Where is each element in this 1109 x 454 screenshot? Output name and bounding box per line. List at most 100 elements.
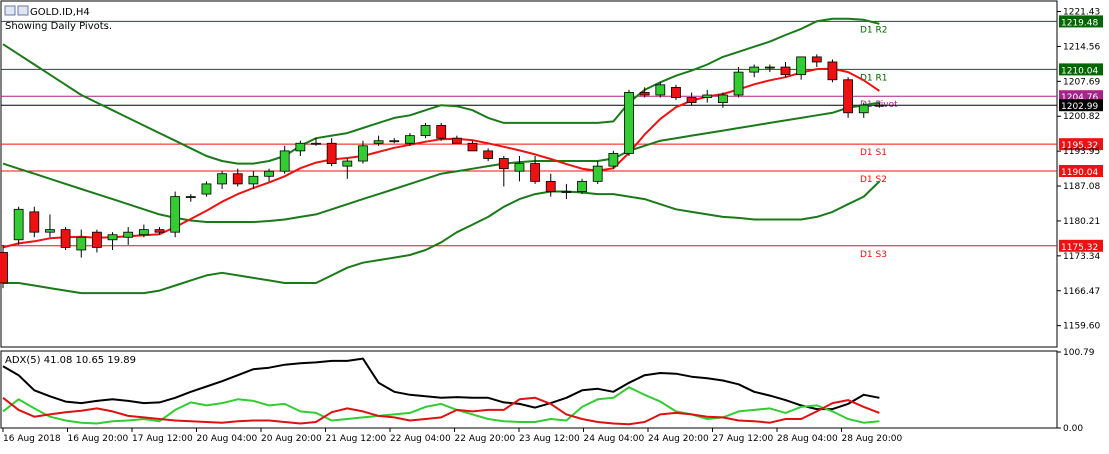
- candle: [358, 140, 368, 164]
- candle-body: [295, 142, 306, 152]
- candle-body: [107, 234, 118, 241]
- candle: [796, 56, 807, 80]
- candle: [655, 82, 666, 98]
- candle-body: [545, 180, 556, 192]
- candle-body: [0, 252, 8, 284]
- pivot-line-label: D1 R2: [860, 25, 888, 35]
- candle: [123, 227, 134, 245]
- candle: [326, 138, 337, 167]
- pivot-price-tag-text: 1210.04: [1061, 66, 1098, 76]
- candle: [827, 59, 838, 83]
- candle: [718, 92, 728, 108]
- candle-body: [498, 158, 509, 170]
- candle-body: [123, 231, 134, 238]
- price-panel-frame: [0, 0, 1058, 348]
- candle-body: [858, 104, 869, 114]
- time-tick-label: 28 Aug 20:00: [842, 434, 903, 444]
- current-price-tag-text: 1202.99: [1061, 102, 1098, 112]
- candle-body: [608, 153, 619, 167]
- candle: [624, 89, 634, 156]
- adx-panel-frame: [0, 350, 1058, 429]
- time-tick-label: 20 Aug 04:00: [197, 434, 258, 444]
- candle-body: [702, 94, 713, 98]
- moving-average: [2, 67, 880, 249]
- pivot-price-tag: [1059, 165, 1103, 178]
- bollinger-bands: [2, 17, 881, 295]
- pivot-price-tag-text: 1219.48: [1061, 18, 1098, 28]
- candle-body: [780, 66, 791, 76]
- symbol-label: GOLD.ID,H4: [30, 7, 90, 18]
- candle: [843, 77, 853, 118]
- moving-average-line: [2, 67, 880, 249]
- candle: [342, 158, 353, 179]
- candle: [279, 145, 290, 174]
- current-price-tag: [1059, 99, 1103, 112]
- time-tick-label: 28 Aug 04:00: [777, 434, 838, 444]
- candle: [404, 133, 415, 146]
- pivot-price-tag: [1059, 138, 1103, 151]
- candle: [295, 140, 306, 156]
- candle: [373, 135, 384, 146]
- pivot-line-label: D1 R1: [860, 73, 888, 83]
- candle: [702, 89, 713, 103]
- candle-body: [232, 173, 243, 185]
- price-tick-label: 1187.08: [1063, 182, 1100, 192]
- candle: [514, 155, 525, 182]
- price-tick-label: 1159.60: [1063, 322, 1100, 332]
- candle-body: [811, 56, 822, 63]
- candle-body: [592, 165, 603, 182]
- candle: [107, 232, 118, 250]
- candle-body: [76, 236, 87, 251]
- candle: [264, 168, 274, 182]
- candle: [467, 140, 478, 152]
- candle-body: [451, 137, 462, 144]
- candle-body: [436, 125, 447, 139]
- candle: [170, 191, 181, 238]
- candle-body: [624, 92, 634, 154]
- pivot-price-tag-text: 1204.76: [1061, 93, 1098, 103]
- candle-body: [577, 180, 587, 192]
- candle: [92, 229, 102, 253]
- candle-body: [796, 56, 807, 76]
- price-tick-label: 1221.43: [1063, 8, 1100, 18]
- candle-body: [45, 229, 55, 233]
- candle-body: [467, 142, 478, 152]
- candle-body: [29, 211, 40, 233]
- pivot-price-tag: [1059, 239, 1103, 252]
- candle: [185, 194, 196, 202]
- candle-body: [764, 66, 775, 69]
- candle-body: [733, 71, 744, 96]
- candle: [545, 173, 556, 197]
- pivot-line-label: D1 S1: [860, 148, 887, 158]
- candle: [0, 244, 8, 289]
- pivot-price-tag-text: 1190.04: [1061, 168, 1098, 178]
- pivot-price-tag: [1059, 15, 1103, 28]
- candle: [311, 138, 321, 146]
- candle: [483, 148, 494, 162]
- candlesticks: [0, 54, 885, 289]
- candle: [858, 102, 869, 118]
- candle: [45, 214, 55, 238]
- window-icons[interactable]: [4, 5, 29, 16]
- pivot-line-label: D1 S2: [860, 175, 887, 185]
- candle: [686, 92, 697, 106]
- bollinger-lower-line: [3, 180, 881, 295]
- adx-plus-di-line: [2, 386, 880, 425]
- time-axis: 16 Aug 2018 16 Aug 20:00 17 Aug 12:00 20 Au…: [2, 428, 903, 444]
- time-tick-label: 16 Aug 2018: [3, 434, 61, 444]
- candle-body: [248, 175, 259, 185]
- candle-body: [404, 135, 415, 144]
- candle-body: [686, 97, 697, 104]
- chart-window-icon[interactable]: [4, 5, 16, 16]
- candle-body: [311, 142, 321, 145]
- pivot-line-label: D1 S3: [860, 250, 887, 260]
- price-tick-label: 1173.34: [1063, 252, 1100, 262]
- candle-body: [530, 163, 540, 182]
- time-tick-label: 27 Aug 12:00: [713, 434, 774, 444]
- chart-window-icon[interactable]: [17, 5, 29, 16]
- candle: [389, 138, 400, 144]
- price-tick-label: 1166.47: [1063, 287, 1100, 297]
- price-tick-label: 1180.21: [1063, 217, 1100, 227]
